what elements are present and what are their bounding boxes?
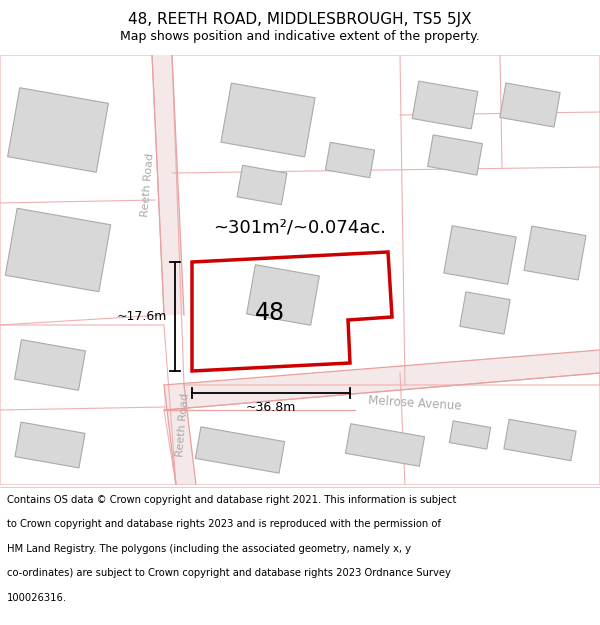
Text: co-ordinates) are subject to Crown copyright and database rights 2023 Ordnance S: co-ordinates) are subject to Crown copyr… xyxy=(7,568,451,578)
Polygon shape xyxy=(412,81,478,129)
Polygon shape xyxy=(237,166,287,204)
Polygon shape xyxy=(504,419,576,461)
Polygon shape xyxy=(460,292,510,334)
Text: Reeth Road: Reeth Road xyxy=(140,152,156,218)
Polygon shape xyxy=(164,385,196,485)
Polygon shape xyxy=(5,208,110,292)
Polygon shape xyxy=(14,339,85,391)
Text: Map shows position and indicative extent of the property.: Map shows position and indicative extent… xyxy=(120,30,480,43)
Text: Melrose Avenue: Melrose Avenue xyxy=(368,394,462,412)
Text: ~301m²/~0.074ac.: ~301m²/~0.074ac. xyxy=(214,219,386,237)
Polygon shape xyxy=(196,427,284,473)
Polygon shape xyxy=(15,422,85,468)
Polygon shape xyxy=(325,142,374,177)
Polygon shape xyxy=(221,83,315,157)
Polygon shape xyxy=(247,265,319,325)
Polygon shape xyxy=(449,421,491,449)
Polygon shape xyxy=(152,55,184,315)
Polygon shape xyxy=(444,226,516,284)
Polygon shape xyxy=(164,350,600,410)
Polygon shape xyxy=(346,424,425,466)
Text: ~17.6m: ~17.6m xyxy=(116,310,167,323)
Text: 100026316.: 100026316. xyxy=(7,592,67,602)
Text: to Crown copyright and database rights 2023 and is reproduced with the permissio: to Crown copyright and database rights 2… xyxy=(7,519,441,529)
Text: Contains OS data © Crown copyright and database right 2021. This information is : Contains OS data © Crown copyright and d… xyxy=(7,495,457,505)
Polygon shape xyxy=(428,135,482,175)
Text: 48: 48 xyxy=(255,301,285,325)
Polygon shape xyxy=(8,88,109,172)
Text: Reeth Road: Reeth Road xyxy=(175,392,191,458)
Text: 48, REETH ROAD, MIDDLESBROUGH, TS5 5JX: 48, REETH ROAD, MIDDLESBROUGH, TS5 5JX xyxy=(128,12,472,27)
Text: HM Land Registry. The polygons (including the associated geometry, namely x, y: HM Land Registry. The polygons (includin… xyxy=(7,544,411,554)
Polygon shape xyxy=(524,226,586,280)
Polygon shape xyxy=(500,83,560,127)
Text: ~36.8m: ~36.8m xyxy=(246,401,296,414)
